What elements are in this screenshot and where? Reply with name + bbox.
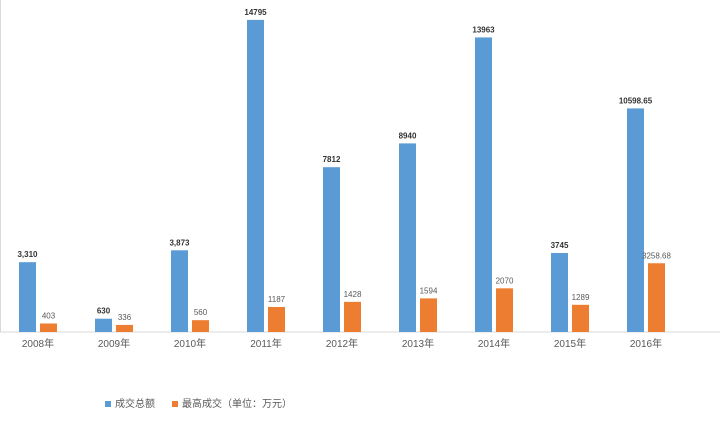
x-tick-label: 2008年: [22, 337, 54, 350]
data-label-max-8: 1289: [572, 293, 590, 302]
bar-total-4: [247, 19, 264, 332]
legend-label-max: 最高成交（单位：万元）: [182, 397, 292, 410]
data-label-total-4: 14795: [244, 8, 267, 17]
bar-total-3: [171, 250, 188, 332]
data-label-max-4: 1187: [268, 295, 286, 304]
x-tick-label: 2009年: [98, 337, 130, 350]
data-label-total-3: 3,873: [169, 238, 190, 247]
data-label-total-7: 13963: [472, 25, 495, 34]
legend: 成交总额 最高成交（单位：万元）: [105, 397, 292, 410]
bar-total-9: [627, 108, 644, 332]
bar-total-5: [323, 167, 340, 332]
bar-total-1: [19, 262, 36, 332]
x-tick-label: 2012年: [326, 337, 358, 350]
bar-total-2: [95, 318, 112, 332]
data-label-total-5: 7812: [323, 155, 341, 164]
bar-max-6: [420, 298, 437, 332]
x-tick-label: 2010年: [174, 337, 206, 350]
x-tick-label: 2015年: [554, 337, 586, 350]
data-label-total-9: 10598.65: [619, 96, 653, 105]
bar-total-8: [551, 252, 568, 332]
x-axis-ticks: 2008年 2009年 2010年 2011年 2012年 2013年 2014年 2015年…: [22, 337, 662, 350]
bar-max-4: [268, 306, 285, 332]
x-tick-label: 2014年: [478, 337, 510, 350]
data-label-max-3: 560: [194, 308, 208, 317]
bar-max-7: [496, 288, 513, 332]
legend-label-total: 成交总额: [115, 397, 155, 410]
x-tick-label: 2016年: [630, 337, 662, 350]
data-label-total-6: 8940: [399, 131, 417, 140]
data-label-max-5: 1428: [344, 290, 362, 299]
data-label-total-2: 630: [97, 307, 111, 316]
bar-max-5: [344, 301, 361, 332]
legend-swatch-total: [105, 401, 111, 407]
bar-max-9: [648, 263, 665, 332]
data-label-max-7: 2070: [496, 276, 514, 285]
plot-area: 3,310 403 630 336 3,873 560 14795 1187 7812 1428 8…: [17, 8, 672, 332]
data-label-total-8: 3745: [551, 241, 569, 250]
bar-max-2: [116, 324, 133, 332]
legend-swatch-max: [172, 401, 178, 407]
bar-max-3: [192, 320, 209, 332]
bar-total-6: [399, 143, 416, 332]
bar-max-1: [40, 323, 57, 332]
bar-max-8: [572, 304, 589, 332]
x-tick-label: 2013年: [402, 337, 434, 350]
x-tick-label: 2011年: [250, 337, 282, 350]
data-label-total-1: 3,310: [17, 250, 38, 259]
data-label-max-6: 1594: [420, 286, 438, 295]
data-label-max-1: 403: [42, 311, 56, 320]
data-label-max-2: 336: [118, 313, 132, 322]
bar-total-7: [475, 37, 492, 332]
data-label-max-9: 3258.68: [642, 251, 671, 260]
